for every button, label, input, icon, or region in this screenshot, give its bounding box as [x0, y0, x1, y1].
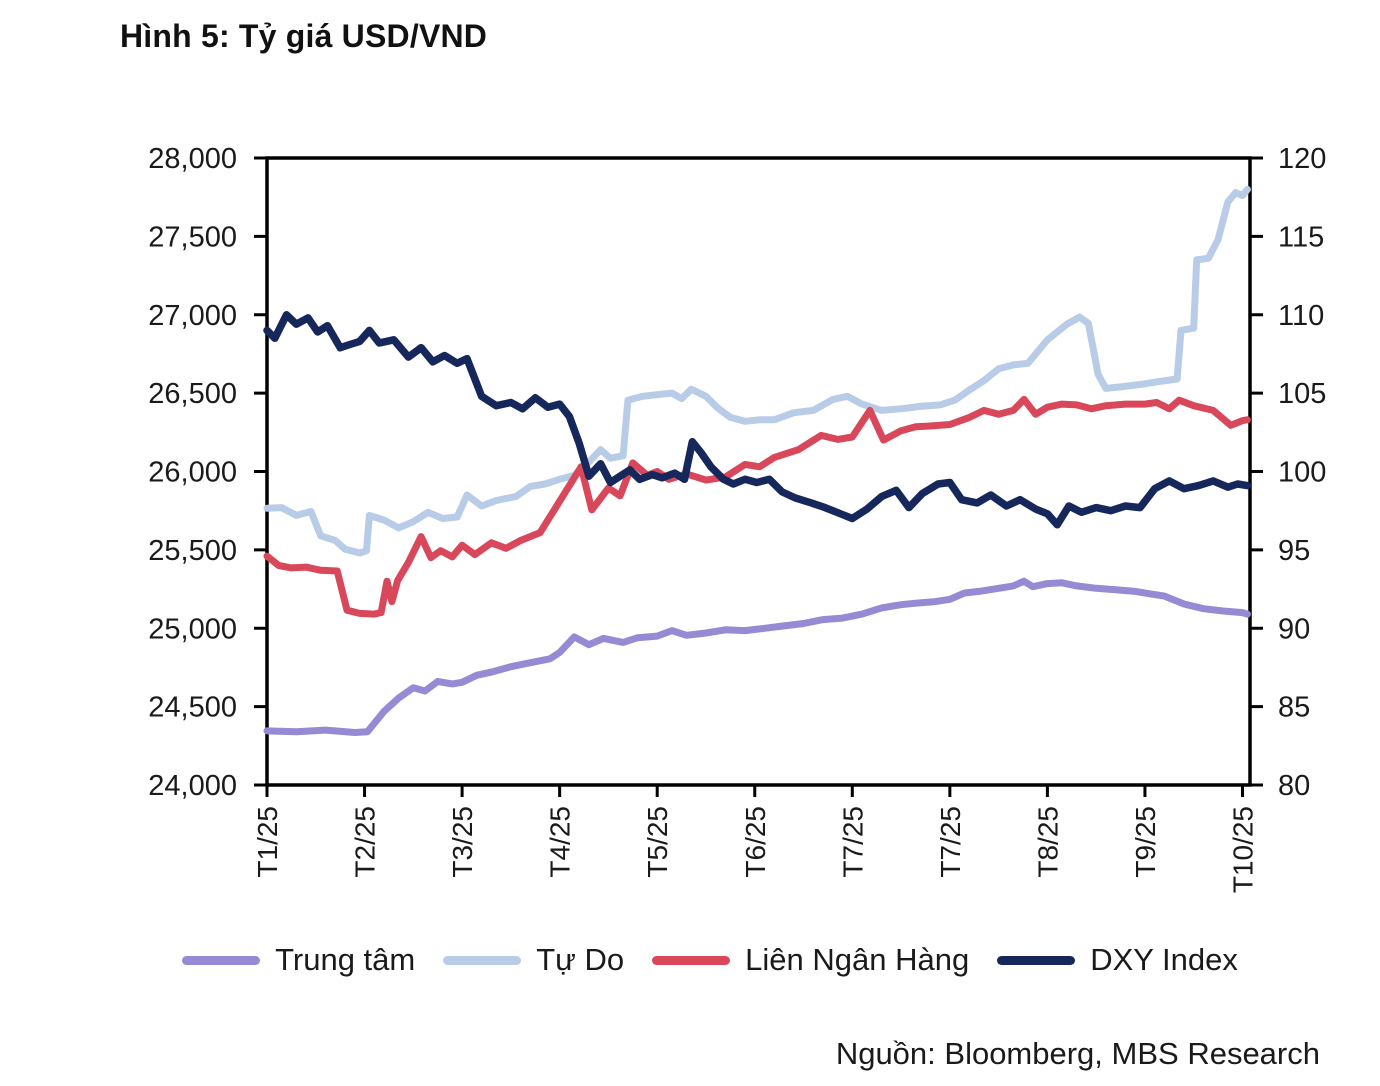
- right-axis-tick-label: 85: [1278, 692, 1310, 724]
- series-line-right: [263, 311, 1252, 529]
- legend-item-lien-ngan-hang: Liên Ngân Hàng: [652, 942, 969, 978]
- usd-vnd-line-chart: 24,000 24,500 25,000 25,500 26,000 26,500 27,0…: [148, 143, 1326, 893]
- x-axis-tick-label: T6/25: [740, 806, 771, 878]
- left-axis-tick-label: 24,000: [148, 770, 237, 802]
- right-axis-tick-label: 95: [1278, 535, 1310, 567]
- trung-tam-line-swatch: [182, 955, 261, 965]
- left-axis-tick-label: 27,500: [148, 221, 237, 253]
- left-axis-tick-label: 25,000: [148, 613, 237, 645]
- x-axis-tick-label: T10/25: [1228, 806, 1259, 893]
- chart-legend: Trung tâm Tự Do Liên Ngân Hàng DXY Index: [0, 942, 1380, 978]
- left-axis-tick-label: 26,500: [148, 378, 237, 410]
- left-axis-tick-label: 24,500: [148, 692, 237, 724]
- left-axis-tick-label: 25,500: [148, 535, 237, 567]
- x-axis-tick-label: T7/25: [837, 806, 868, 878]
- figure-title: Hình 5: Tỷ giá USD/VND: [120, 18, 488, 54]
- right-axis-tick-label: 105: [1278, 378, 1326, 410]
- lien-ngan-hang-line-swatch: [652, 955, 731, 965]
- right-axis-tick-label: 80: [1278, 770, 1310, 802]
- source-attribution: Nguồn: Bloomberg, MBS Research: [835, 1036, 1320, 1071]
- x-axis-tick-label: T8/25: [1032, 806, 1063, 878]
- right-axis-tick-label: 115: [1278, 221, 1324, 253]
- right-axis-tick-label: 110: [1278, 300, 1324, 332]
- series-line-left: [263, 395, 1251, 618]
- x-axis-tick-label: T7/25: [935, 806, 966, 878]
- series-line-left: [263, 185, 1251, 557]
- x-axis-tick-label: T2/25: [350, 806, 381, 878]
- left-axis-tick-label: 27,000: [148, 300, 237, 332]
- x-axis-tick-label: T5/25: [642, 806, 673, 878]
- legend-item-dxy-index: DXY Index: [997, 942, 1238, 978]
- tu-do-line-swatch: [443, 955, 522, 965]
- series-line-left: [263, 577, 1251, 736]
- left-axis-tick-label: 28,000: [148, 143, 237, 175]
- x-axis-tick-label: T3/25: [447, 806, 478, 878]
- legend-label: DXY Index: [1090, 942, 1238, 977]
- right-axis-tick-label: 100: [1278, 457, 1326, 489]
- right-axis-tick-label: 90: [1278, 613, 1310, 645]
- x-axis-tick-label: T4/25: [545, 806, 576, 878]
- legend-label: Tự Do: [536, 942, 625, 977]
- legend-item-trung-tam: Trung tâm: [182, 942, 415, 978]
- dxy-index-line-swatch: [997, 955, 1076, 965]
- right-axis-tick-label: 120: [1278, 143, 1326, 175]
- legend-label: Liên Ngân Hàng: [745, 942, 970, 977]
- x-axis-tick-label: T1/25: [252, 806, 283, 878]
- legend-label: Trung tâm: [275, 942, 416, 977]
- legend-item-tu-do: Tự Do: [443, 942, 624, 978]
- x-axis-tick-label: T9/25: [1130, 806, 1161, 878]
- left-axis-tick-label: 26,000: [148, 457, 237, 489]
